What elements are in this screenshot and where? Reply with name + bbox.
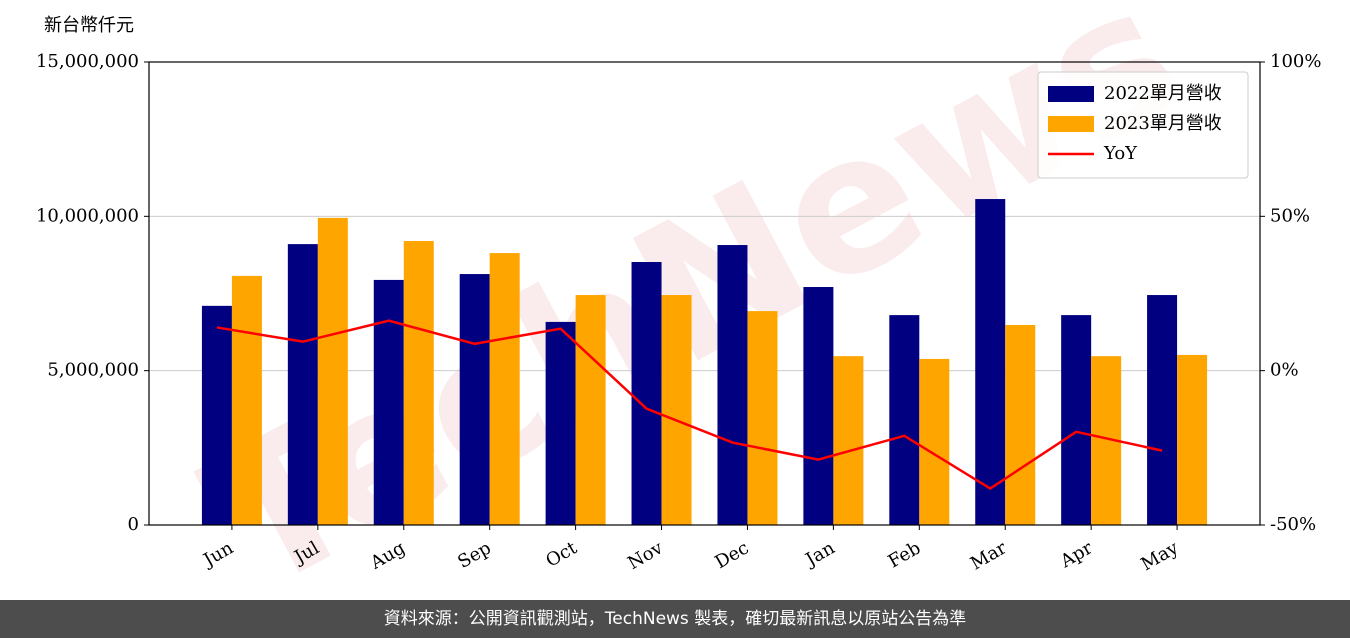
bar xyxy=(201,305,232,525)
legend-label: YoY xyxy=(1103,143,1138,164)
y-tick-label: 10,000,000 xyxy=(36,205,139,226)
bar xyxy=(403,241,434,525)
bar xyxy=(1147,295,1178,525)
bar xyxy=(747,311,778,525)
x-tick-label: May xyxy=(1138,537,1183,575)
bar xyxy=(373,279,404,525)
bar xyxy=(717,245,748,525)
x-tick-label: Mar xyxy=(967,537,1011,574)
x-tick-label: Sep xyxy=(454,537,494,572)
bar xyxy=(459,274,490,525)
legend-swatch xyxy=(1048,86,1094,102)
bar xyxy=(1177,354,1208,525)
y-tick-label: 0 xyxy=(128,514,139,535)
bar xyxy=(631,262,662,525)
bar xyxy=(919,358,950,525)
bar xyxy=(975,199,1006,525)
legend-swatch xyxy=(1048,116,1094,132)
bar xyxy=(889,315,920,525)
legend-label: 2022單月營收 xyxy=(1104,83,1222,104)
footer: 資料來源：公開資訊觀測站，TechNews 製表，確切最新訊息以原站公告為準 xyxy=(384,609,966,629)
bar xyxy=(1061,315,1092,525)
legend-label: 2023單月營收 xyxy=(1104,113,1222,134)
bar xyxy=(317,217,348,526)
bar xyxy=(1005,324,1036,525)
bar xyxy=(833,356,864,525)
y2-tick-label: 50% xyxy=(1270,205,1310,226)
footer-bar xyxy=(0,600,1350,638)
y-tick-label: 5,000,000 xyxy=(47,360,139,381)
x-tick-label: Feb xyxy=(885,537,925,572)
bar xyxy=(575,295,606,525)
x-tick-label: Jan xyxy=(801,537,839,571)
y2-tick-label: 100% xyxy=(1270,51,1321,72)
x-tick-label: Dec xyxy=(712,537,753,573)
line xyxy=(216,319,1163,491)
bar xyxy=(231,275,262,525)
y-axis-label: 新台幣仟元 xyxy=(44,15,134,36)
x-tick-label: Oct xyxy=(542,537,581,572)
bar xyxy=(803,287,834,525)
y-tick-label: 15,000,000 xyxy=(36,51,139,72)
plot-frame xyxy=(148,61,1261,526)
bar xyxy=(287,244,318,525)
x-tick-label: Nov xyxy=(624,537,667,574)
x-tick-label: Apr xyxy=(1056,537,1096,572)
bar xyxy=(545,321,576,525)
bar xyxy=(661,295,692,525)
y2-tick-label: 0% xyxy=(1270,360,1299,381)
y2-tick-label: -50% xyxy=(1270,514,1316,535)
bar xyxy=(489,253,520,525)
